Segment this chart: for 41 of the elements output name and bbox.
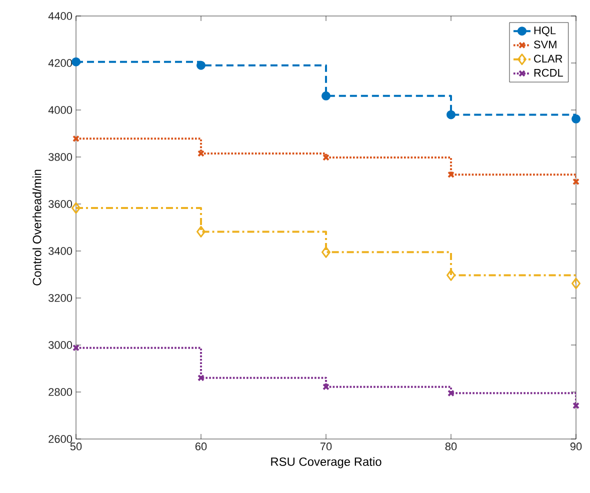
point — [448, 171, 454, 178]
point — [446, 110, 456, 120]
y-tick-label: 2600 — [48, 435, 72, 443]
point — [322, 246, 331, 258]
legend-label: HQL — [534, 26, 556, 36]
y-tick-label: 4400 — [48, 12, 72, 20]
y-tick-label: 4200 — [48, 59, 72, 67]
point — [572, 114, 581, 124]
point — [72, 57, 80, 66]
point — [72, 344, 80, 352]
point — [448, 390, 454, 397]
point — [322, 383, 330, 390]
point — [572, 178, 580, 186]
point — [572, 278, 581, 290]
legend-label: SVM — [534, 40, 556, 48]
point — [198, 374, 204, 382]
point — [572, 402, 580, 410]
point — [72, 202, 80, 214]
y-axis-title: Control Overhead/min — [32, 170, 42, 286]
x-tick-label: 70 — [320, 442, 332, 450]
point — [322, 91, 331, 100]
x-tick-label: 80 — [445, 442, 457, 450]
x-tick-label: 60 — [195, 442, 207, 450]
x-axis-title: RSU Coverage Ratio — [271, 457, 382, 468]
point — [196, 226, 206, 238]
point — [446, 269, 456, 281]
y-tick-label: 3200 — [48, 294, 72, 302]
y-tick-label: 2800 — [48, 388, 72, 396]
x-tick-label: 90 — [570, 442, 582, 450]
y-tick-label: 3800 — [48, 153, 72, 161]
point — [72, 135, 80, 142]
y-tick-label: 4000 — [48, 106, 72, 114]
y-tick-label: 3400 — [48, 247, 72, 255]
point — [322, 154, 330, 161]
y-tick-label: 3000 — [48, 341, 72, 349]
point — [198, 150, 204, 157]
legend-label: CLAR — [534, 54, 562, 63]
point — [196, 60, 206, 70]
legend-label: RCDL — [534, 68, 563, 77]
y-tick-label: 3600 — [48, 200, 72, 208]
x-tick-label: 50 — [70, 442, 82, 450]
